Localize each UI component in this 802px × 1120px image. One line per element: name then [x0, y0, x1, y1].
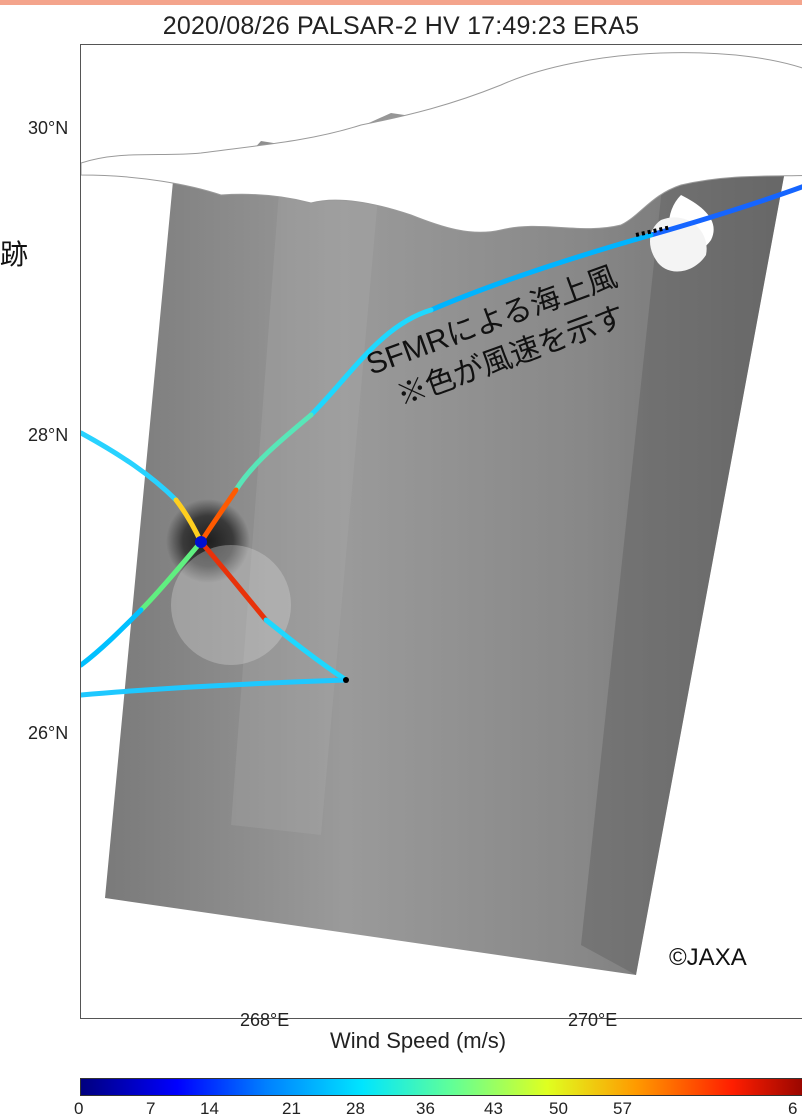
copyright-label: ©JAXA [669, 944, 747, 971]
colorbar-tick-28: 28 [346, 1099, 365, 1118]
top-accent-bar [0, 0, 802, 5]
storm-bright-halo [171, 545, 291, 665]
colorbar-title: Wind Speed (m/s) [330, 1028, 507, 1053]
lat-label-28n: 28°N [28, 425, 69, 445]
sfmr-track [81, 184, 802, 698]
colorbar [80, 1078, 802, 1096]
track-endpoint [343, 677, 349, 683]
coastline [81, 52, 802, 233]
lon-label-268e: 268°E [240, 1010, 290, 1030]
storm-center-marker [195, 536, 207, 548]
colorbar-tick-0: 0 [74, 1099, 84, 1118]
sar-map: SFMRによる海上風 ※色が風速を示す ©JAXA [81, 52, 802, 975]
sar-swath [105, 113, 787, 975]
lon-label-270e: 270°E [568, 1010, 618, 1030]
colorbar-tick-6: 6 [788, 1099, 798, 1118]
sar-swath-bright-strip [231, 165, 381, 835]
colorbar-tick-43: 43 [484, 1099, 503, 1118]
colorbar-tick-14: 14 [200, 1099, 219, 1118]
colorbar-tick-50: 50 [549, 1099, 568, 1118]
colorbar-tick-36: 36 [416, 1099, 435, 1118]
map-title: 2020/08/26 PALSAR-2 HV 17:49:23 ERA5 [162, 12, 640, 40]
colorbar-tick-57: 57 [613, 1099, 632, 1118]
lat-label-30n: 30°N [28, 118, 69, 138]
edge-glyph: 跡 [0, 239, 29, 270]
colorbar-tick-21: 21 [282, 1099, 301, 1118]
lat-label-26n: 26°N [28, 723, 69, 743]
map-frame: SFMRによる海上風 ※色が風速を示す ©JAXA [80, 44, 802, 1019]
sar-swath-dark-strip [581, 141, 787, 975]
colorbar-tick-7: 7 [146, 1099, 156, 1118]
